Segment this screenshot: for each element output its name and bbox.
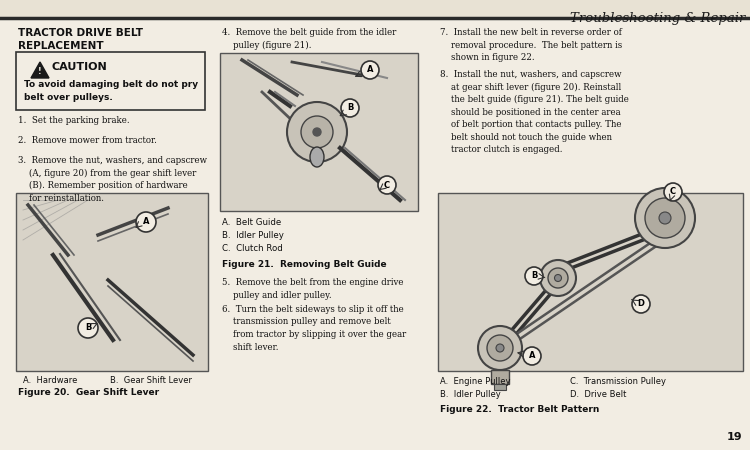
Text: D.  Drive Belt: D. Drive Belt: [570, 390, 626, 399]
Text: C: C: [670, 188, 676, 197]
Text: B.  Idler Pulley: B. Idler Pulley: [440, 390, 501, 399]
Circle shape: [301, 116, 333, 148]
Text: Figure 20.  Gear Shift Lever: Figure 20. Gear Shift Lever: [18, 388, 159, 397]
Text: B.  Gear Shift Lever: B. Gear Shift Lever: [110, 376, 192, 385]
Circle shape: [313, 128, 321, 136]
Text: A: A: [142, 217, 149, 226]
Text: To avoid damaging belt do not pry
belt over pulleys.: To avoid damaging belt do not pry belt o…: [24, 80, 198, 102]
Bar: [220, 53, 418, 211]
Text: B.  Idler Pulley: B. Idler Pulley: [222, 231, 284, 240]
Text: B: B: [531, 271, 537, 280]
Bar: [494, 384, 506, 390]
Text: A.  Belt Guide: A. Belt Guide: [222, 218, 281, 227]
Circle shape: [525, 267, 543, 285]
Text: A.  Hardware: A. Hardware: [23, 376, 77, 385]
Circle shape: [136, 212, 156, 232]
Text: CAUTION: CAUTION: [52, 62, 108, 72]
FancyBboxPatch shape: [16, 52, 205, 110]
Circle shape: [478, 326, 522, 370]
Text: 7.  Install the new belt in reverse order of
    removal procedure.  The belt pa: 7. Install the new belt in reverse order…: [440, 28, 622, 62]
Text: Troubleshooting & Repair: Troubleshooting & Repair: [570, 12, 745, 25]
Text: A.  Engine Pulley: A. Engine Pulley: [440, 377, 511, 386]
Circle shape: [287, 102, 347, 162]
Text: !: !: [38, 68, 42, 76]
Circle shape: [540, 260, 576, 296]
Text: C: C: [384, 180, 390, 189]
Circle shape: [645, 198, 685, 238]
Bar: [438, 193, 743, 371]
Polygon shape: [31, 62, 49, 78]
Text: 19: 19: [726, 432, 742, 442]
Text: C.  Clutch Rod: C. Clutch Rod: [222, 244, 283, 253]
Text: Figure 21.  Removing Belt Guide: Figure 21. Removing Belt Guide: [222, 260, 387, 269]
Circle shape: [659, 212, 671, 224]
Text: C.  Transmission Pulley: C. Transmission Pulley: [570, 377, 666, 386]
Text: 4.  Remove the belt guide from the idler
    pulley (figure 21).: 4. Remove the belt guide from the idler …: [222, 28, 396, 50]
Bar: [16, 193, 208, 371]
Circle shape: [635, 188, 695, 248]
Circle shape: [361, 61, 379, 79]
Text: D: D: [638, 300, 644, 309]
Text: 1.  Set the parking brake.: 1. Set the parking brake.: [18, 116, 130, 125]
Text: 6.  Turn the belt sideways to slip it off the
    transmission pulley and remove: 6. Turn the belt sideways to slip it off…: [222, 305, 406, 351]
Circle shape: [554, 274, 562, 282]
Circle shape: [78, 318, 98, 338]
Text: A: A: [529, 351, 536, 360]
Text: 8.  Install the nut, washers, and capscrew
    at gear shift lever (figure 20). : 8. Install the nut, washers, and capscre…: [440, 70, 628, 154]
Circle shape: [664, 183, 682, 201]
Text: 3.  Remove the nut, washers, and capscrew
    (A, figure 20) from the gear shift: 3. Remove the nut, washers, and capscrew…: [18, 156, 207, 203]
Text: Figure 22.  Tractor Belt Pattern: Figure 22. Tractor Belt Pattern: [440, 405, 599, 414]
Text: B: B: [346, 104, 353, 112]
Circle shape: [378, 176, 396, 194]
Ellipse shape: [310, 147, 324, 167]
Circle shape: [548, 268, 568, 288]
Circle shape: [496, 344, 504, 352]
Circle shape: [487, 335, 513, 361]
Circle shape: [341, 99, 359, 117]
Circle shape: [523, 347, 541, 365]
Text: 2.  Remove mower from tractor.: 2. Remove mower from tractor.: [18, 136, 157, 145]
Bar: [491, 370, 509, 384]
Text: TRACTOR DRIVE BELT
REPLACEMENT: TRACTOR DRIVE BELT REPLACEMENT: [18, 28, 143, 51]
Text: B: B: [85, 324, 92, 333]
Text: A: A: [367, 66, 374, 75]
Text: 5.  Remove the belt from the engine drive
    pulley and idler pulley.: 5. Remove the belt from the engine drive…: [222, 278, 404, 300]
Circle shape: [632, 295, 650, 313]
